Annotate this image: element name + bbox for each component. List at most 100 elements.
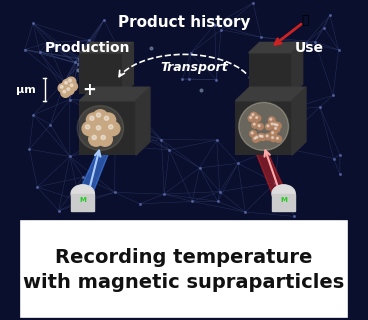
Circle shape — [89, 132, 103, 146]
Circle shape — [60, 85, 63, 88]
Circle shape — [65, 86, 74, 95]
Circle shape — [265, 124, 272, 130]
Polygon shape — [292, 87, 306, 155]
Circle shape — [63, 79, 72, 88]
Circle shape — [253, 123, 255, 125]
Circle shape — [258, 125, 260, 127]
Circle shape — [269, 122, 276, 128]
Circle shape — [252, 114, 254, 116]
Bar — [79, 101, 136, 155]
Text: M: M — [280, 197, 287, 203]
Circle shape — [65, 81, 67, 84]
Circle shape — [77, 106, 124, 150]
Circle shape — [61, 88, 70, 97]
Text: μm: μm — [16, 84, 40, 95]
Circle shape — [254, 137, 256, 139]
Circle shape — [248, 115, 255, 122]
Circle shape — [105, 122, 120, 136]
Circle shape — [272, 122, 279, 128]
Circle shape — [276, 124, 278, 126]
Circle shape — [101, 113, 116, 127]
Circle shape — [270, 130, 277, 137]
Bar — [79, 53, 123, 94]
Circle shape — [67, 88, 70, 91]
Circle shape — [96, 113, 101, 117]
Circle shape — [104, 116, 109, 120]
Text: Production: Production — [45, 41, 130, 55]
Circle shape — [275, 136, 282, 142]
Bar — [249, 53, 292, 94]
Text: +: + — [82, 81, 96, 99]
Circle shape — [254, 135, 261, 141]
Circle shape — [276, 137, 279, 139]
Text: Transport: Transport — [160, 61, 228, 74]
Circle shape — [268, 117, 275, 123]
Circle shape — [256, 116, 258, 118]
Circle shape — [271, 123, 273, 125]
Bar — [236, 101, 292, 155]
Circle shape — [82, 122, 97, 136]
Polygon shape — [136, 87, 150, 155]
Circle shape — [270, 118, 272, 120]
Text: M: M — [79, 197, 86, 203]
Circle shape — [257, 123, 263, 130]
Circle shape — [239, 102, 289, 150]
Circle shape — [275, 127, 277, 129]
Circle shape — [265, 133, 271, 140]
Text: Use: Use — [294, 41, 323, 55]
Circle shape — [266, 135, 268, 137]
Circle shape — [98, 132, 112, 146]
Circle shape — [254, 115, 261, 122]
Polygon shape — [249, 43, 302, 53]
Circle shape — [267, 125, 269, 127]
Text: 🌡: 🌡 — [301, 14, 309, 27]
Bar — [272, 194, 295, 211]
Circle shape — [250, 112, 257, 119]
Circle shape — [109, 125, 113, 129]
Circle shape — [273, 126, 280, 132]
Circle shape — [259, 135, 261, 137]
Circle shape — [251, 132, 253, 134]
Circle shape — [86, 113, 101, 127]
Circle shape — [250, 116, 252, 118]
Bar — [71, 194, 94, 211]
Circle shape — [275, 123, 281, 129]
Circle shape — [252, 136, 259, 142]
Circle shape — [93, 110, 108, 124]
Polygon shape — [292, 43, 302, 94]
Polygon shape — [236, 87, 306, 101]
Circle shape — [63, 90, 66, 93]
Circle shape — [258, 133, 264, 140]
Bar — [18, 0, 350, 218]
Polygon shape — [74, 147, 111, 202]
Bar — [21, 221, 347, 317]
Bar — [79, 101, 136, 155]
Circle shape — [68, 79, 71, 82]
Circle shape — [270, 135, 277, 141]
Circle shape — [261, 135, 263, 137]
Circle shape — [101, 135, 105, 140]
Circle shape — [85, 125, 90, 129]
Circle shape — [256, 136, 258, 138]
Ellipse shape — [272, 185, 295, 203]
Polygon shape — [79, 87, 150, 101]
Polygon shape — [123, 43, 133, 94]
Circle shape — [68, 82, 77, 91]
Polygon shape — [254, 147, 290, 202]
Circle shape — [93, 123, 108, 137]
Text: Recording temperature
with magnetic supraparticles: Recording temperature with magnetic supr… — [24, 248, 344, 292]
Circle shape — [260, 134, 266, 140]
Circle shape — [272, 132, 274, 134]
Circle shape — [274, 123, 276, 125]
Polygon shape — [79, 43, 133, 53]
Circle shape — [250, 131, 256, 137]
Ellipse shape — [71, 185, 94, 203]
Circle shape — [92, 135, 96, 140]
Bar — [249, 53, 292, 94]
Bar — [236, 101, 292, 155]
Circle shape — [272, 137, 273, 139]
Circle shape — [70, 84, 73, 87]
Circle shape — [90, 116, 94, 120]
Text: Product history: Product history — [118, 15, 250, 30]
Circle shape — [67, 77, 76, 86]
